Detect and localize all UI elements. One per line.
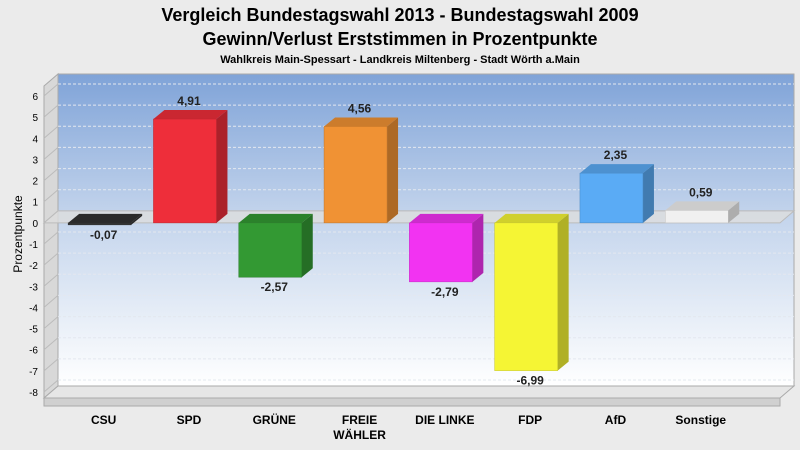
y-tick-label: -3	[29, 282, 38, 293]
x-tick-label: SPD	[177, 413, 202, 427]
plot-floor	[42, 385, 796, 399]
x-tick-label: FREIE	[342, 413, 377, 427]
y-tick-label: -6	[29, 346, 38, 357]
data-label: -2,79	[431, 285, 459, 299]
gridline-side	[43, 231, 59, 245]
y-tick-label: 0	[32, 219, 38, 230]
gridline-side	[43, 295, 59, 308]
bar-side	[301, 213, 313, 278]
y-tick-label: 5	[32, 113, 38, 124]
gridline-side	[43, 83, 59, 97]
y-tick-label: 4	[32, 134, 38, 145]
plot-floor-edge	[43, 397, 781, 407]
bar-top	[579, 164, 654, 174]
gridline-side	[43, 168, 59, 181]
bar	[238, 222, 302, 278]
plot-left-wall	[43, 72, 59, 400]
x-tick-label: CSU	[91, 413, 116, 427]
bar-side	[131, 213, 143, 225]
x-tick-label-line2: WÄHLER	[333, 427, 386, 442]
data-label: 4,91	[177, 94, 201, 108]
y-tick-label: -8	[29, 388, 38, 399]
gridline-side	[43, 147, 59, 160]
y-tick-label: -1	[29, 240, 38, 251]
gridline-side	[43, 358, 59, 372]
bar	[409, 222, 473, 283]
y-tick-label: 6	[32, 92, 38, 103]
x-tick-label: AfD	[605, 413, 627, 427]
bar	[153, 118, 217, 224]
y-tick-label: -5	[29, 325, 38, 336]
bar-top	[409, 213, 484, 223]
bar-side	[216, 110, 228, 223]
y-tick-label: -4	[29, 303, 38, 314]
y-tick-label: -7	[29, 367, 38, 378]
y-tick-label: 2	[32, 177, 38, 188]
y-tick-label: 3	[32, 155, 38, 166]
x-tick-label: DIE LINKE	[415, 413, 474, 427]
chart-title: Vergleich Bundestagswahl 2013 - Bundesta…	[161, 5, 639, 25]
gridline-side	[43, 125, 59, 139]
bar-top	[153, 110, 228, 120]
gridline-side	[43, 189, 59, 203]
data-label: 2,35	[604, 148, 628, 162]
gridline-side	[43, 104, 59, 118]
x-tick-label: FDP	[518, 413, 542, 427]
x-tick-label: Sonstige	[675, 413, 726, 427]
bar-side	[387, 117, 399, 223]
bar	[67, 222, 132, 226]
bar-side	[728, 201, 740, 223]
y-tick-label: 1	[32, 198, 38, 209]
gridline-side	[43, 252, 59, 266]
gridline-side	[43, 316, 59, 329]
data-label: -6,99	[516, 374, 544, 388]
data-label: 0,59	[689, 185, 713, 199]
x-tick-label: GRÜNE	[253, 412, 296, 427]
bar	[665, 210, 729, 224]
y-tick-label: -2	[29, 261, 38, 272]
y-axis-label: Prozentpunkte	[11, 195, 25, 273]
bar-top	[324, 117, 399, 127]
bar-side	[472, 213, 484, 282]
bar	[579, 172, 644, 224]
bar-side	[557, 213, 569, 371]
bar-top	[494, 213, 569, 223]
chart-region-subtitle: Wahlkreis Main-Spessart - Landkreis Milt…	[220, 54, 580, 66]
data-label: -0,07	[90, 228, 118, 242]
plot-area: 6 5 4 3 2 1 0 -1 -2 -3 -4 -5 -6 -7 -8 Prozentpunkte -0,0…	[11, 72, 796, 442]
bar-top	[68, 213, 143, 223]
data-label: -2,57	[261, 280, 289, 294]
gridline-side	[43, 273, 59, 287]
data-label: 4,56	[348, 101, 372, 115]
gridline-side	[43, 379, 59, 393]
bar-side	[642, 164, 654, 223]
bar	[323, 126, 388, 224]
chart-subtitle: Gewinn/Verlust Erststimmen in Prozentpun…	[202, 29, 598, 49]
bar	[494, 222, 558, 371]
gridline-side	[43, 337, 59, 351]
bar-top	[665, 201, 740, 211]
bar-top	[238, 213, 313, 223]
